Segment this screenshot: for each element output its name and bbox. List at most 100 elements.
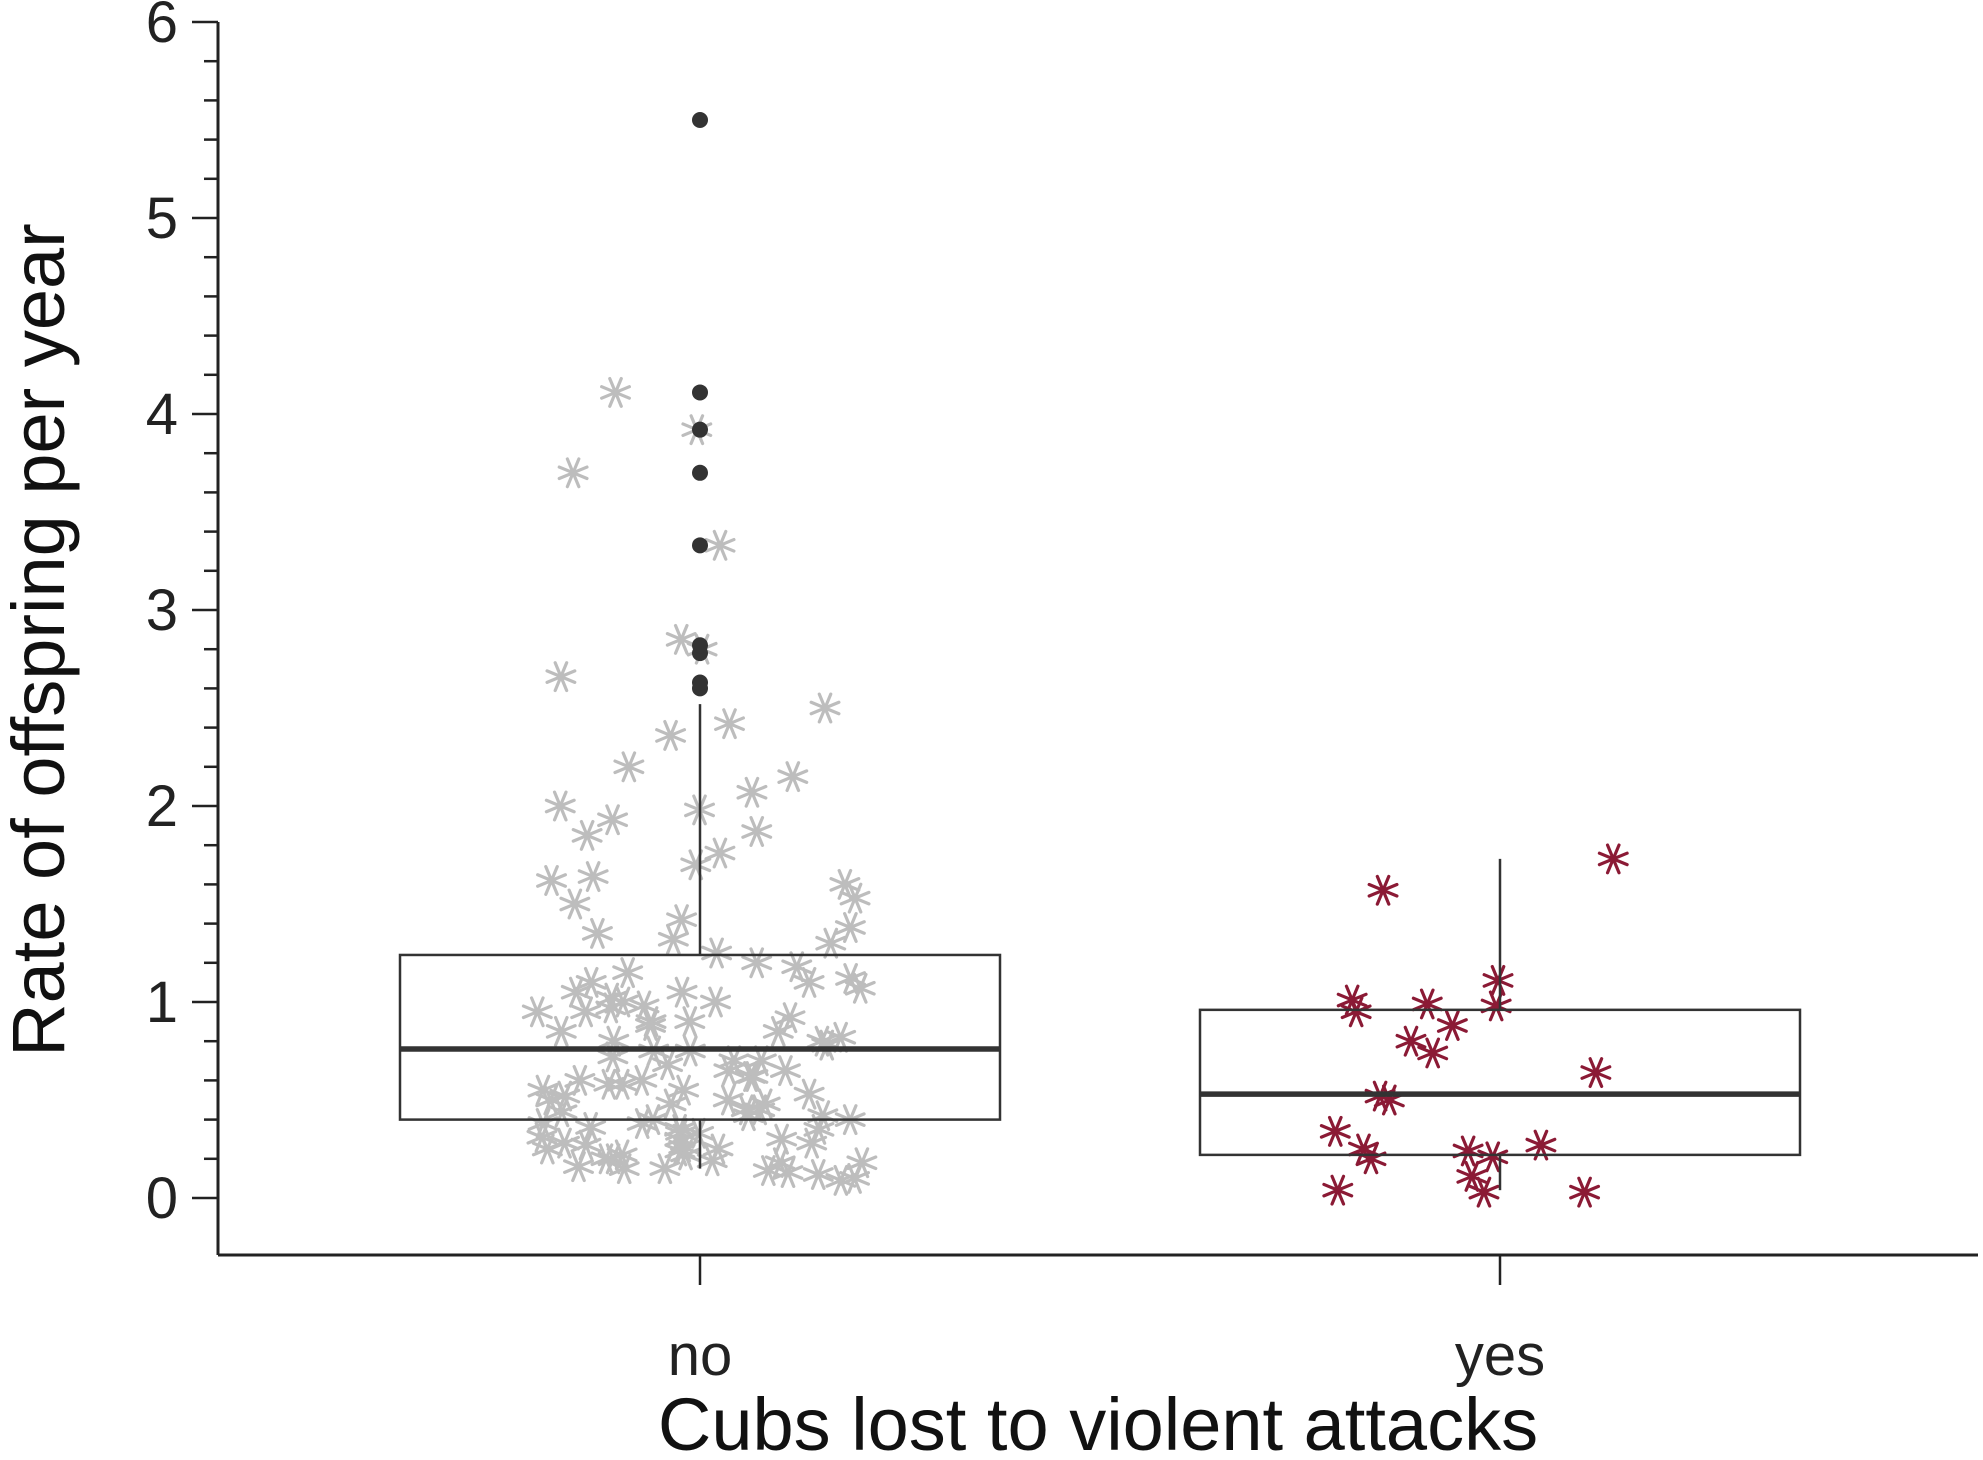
y-tick-label: 6 bbox=[146, 0, 178, 55]
data-point-stroke bbox=[1482, 973, 1514, 988]
data-point bbox=[680, 849, 712, 881]
data-point bbox=[1340, 996, 1372, 1028]
data-point bbox=[545, 1015, 577, 1047]
outliers-layer bbox=[692, 112, 708, 697]
data-point-stroke bbox=[777, 769, 809, 784]
data-point bbox=[666, 904, 698, 936]
data-point-stroke bbox=[666, 984, 698, 1000]
data-point-stroke bbox=[730, 1102, 762, 1118]
data-point bbox=[1456, 1160, 1488, 1192]
data-point bbox=[1569, 1176, 1601, 1208]
data-point-stroke bbox=[809, 700, 841, 716]
data-point bbox=[1319, 1115, 1351, 1147]
data-point-stroke bbox=[608, 1161, 640, 1176]
data-point bbox=[696, 1145, 728, 1177]
data-point bbox=[1322, 1174, 1354, 1206]
data-point-stroke bbox=[527, 1082, 559, 1098]
data-point bbox=[1482, 964, 1514, 996]
data-point-stroke bbox=[844, 980, 876, 996]
data-point bbox=[781, 951, 813, 983]
data-point-stroke bbox=[696, 1153, 728, 1169]
data-point bbox=[793, 966, 825, 998]
y-tick-label: 1 bbox=[146, 970, 178, 1035]
data-point-stroke bbox=[559, 896, 591, 912]
data-point bbox=[1367, 874, 1399, 906]
data-point bbox=[557, 457, 589, 489]
outlier-point bbox=[692, 464, 708, 481]
data-point bbox=[1436, 1010, 1468, 1041]
data-point bbox=[606, 1068, 638, 1100]
data-point bbox=[521, 996, 553, 1028]
data-point-stroke bbox=[1525, 1137, 1557, 1153]
data-point-stroke bbox=[577, 869, 609, 884]
data-point-stroke bbox=[704, 537, 736, 553]
data-point-stroke bbox=[593, 1076, 625, 1092]
data-point bbox=[704, 837, 736, 869]
x-tick-label: yes bbox=[1455, 1323, 1545, 1388]
data-point bbox=[544, 790, 576, 822]
data-point bbox=[571, 819, 603, 851]
jitter-points-layer bbox=[521, 376, 1629, 1208]
data-point bbox=[712, 1084, 744, 1116]
data-point bbox=[846, 1147, 878, 1179]
data-point-stroke bbox=[1395, 1033, 1427, 1049]
data-point-stroke bbox=[1436, 1018, 1468, 1033]
data-point bbox=[839, 882, 871, 914]
data-point bbox=[741, 816, 773, 847]
data-point bbox=[612, 957, 644, 989]
data-point bbox=[635, 1010, 666, 1041]
data-point bbox=[766, 1123, 798, 1155]
x-axis-title: Cubs lost to violent attacks bbox=[658, 1383, 1538, 1460]
data-point-stroke bbox=[570, 1004, 602, 1020]
outlier-point bbox=[692, 637, 708, 654]
y-tick-label: 4 bbox=[146, 382, 178, 447]
data-point bbox=[559, 888, 591, 920]
data-point bbox=[815, 927, 847, 959]
data-point-stroke bbox=[595, 1000, 627, 1016]
data-point-stroke bbox=[701, 945, 733, 961]
data-point-stroke bbox=[665, 1125, 697, 1141]
data-point-stroke bbox=[781, 959, 813, 975]
data-point bbox=[575, 1111, 607, 1143]
data-point bbox=[657, 923, 689, 955]
data-point bbox=[1480, 990, 1512, 1022]
y-tick-label: 0 bbox=[146, 1166, 178, 1231]
data-point bbox=[649, 1153, 681, 1185]
data-point bbox=[1477, 1141, 1509, 1173]
data-point-stroke bbox=[1468, 1184, 1500, 1200]
data-point-stroke bbox=[839, 890, 871, 906]
data-point bbox=[600, 376, 631, 408]
data-point-stroke bbox=[575, 1120, 607, 1135]
y-tick-label: 3 bbox=[146, 578, 178, 643]
data-point-stroke bbox=[1597, 851, 1629, 867]
data-point bbox=[665, 1117, 697, 1149]
data-point bbox=[527, 1074, 559, 1106]
data-point-stroke bbox=[652, 1057, 684, 1073]
data-point-stroke bbox=[745, 1053, 777, 1069]
data-point-stroke bbox=[612, 965, 644, 980]
data-point bbox=[701, 937, 733, 969]
data-point-stroke bbox=[665, 632, 697, 647]
data-point bbox=[1580, 1057, 1612, 1089]
data-point-stroke bbox=[713, 1063, 745, 1078]
outlier-point bbox=[692, 537, 708, 554]
box-no bbox=[398, 953, 1002, 1121]
data-point-stroke bbox=[1580, 1065, 1612, 1080]
data-point-stroke bbox=[1348, 1141, 1379, 1157]
data-point bbox=[713, 1055, 745, 1087]
data-point-stroke bbox=[560, 984, 592, 1000]
data-point bbox=[769, 1055, 801, 1087]
data-point bbox=[762, 1015, 794, 1047]
data-point bbox=[593, 1068, 625, 1100]
data-point bbox=[844, 972, 876, 1004]
boxes-layer bbox=[398, 704, 1802, 1191]
data-point-stroke bbox=[563, 1159, 594, 1174]
data-point-stroke bbox=[597, 1049, 629, 1065]
data-point-stroke bbox=[769, 1063, 801, 1078]
data-point bbox=[700, 986, 731, 1018]
data-point bbox=[1417, 1037, 1449, 1069]
data-point-stroke bbox=[815, 935, 847, 951]
data-point bbox=[655, 719, 687, 751]
data-point bbox=[674, 1006, 706, 1038]
data-point-stroke bbox=[600, 385, 631, 400]
